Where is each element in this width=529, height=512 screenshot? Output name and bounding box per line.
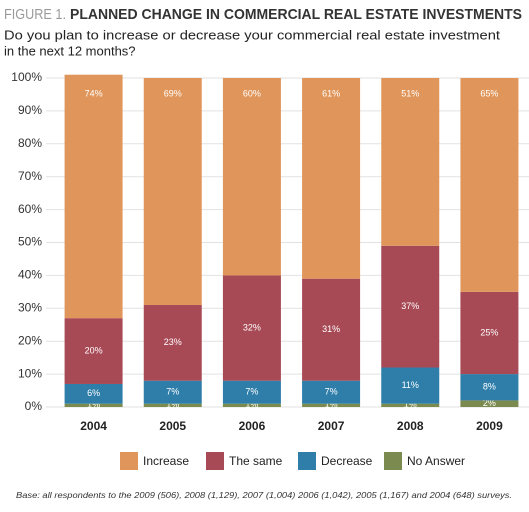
data-label: 1% bbox=[166, 400, 179, 410]
data-label: 1% bbox=[87, 400, 100, 410]
legend-swatch bbox=[298, 452, 316, 470]
y-tick-label: 80% bbox=[18, 136, 42, 150]
x-tick-label: 2004 bbox=[80, 419, 107, 433]
data-label: 69% bbox=[164, 88, 182, 98]
bar-segment bbox=[64, 403, 123, 407]
bar-segment bbox=[64, 318, 123, 384]
bar-segment bbox=[143, 78, 202, 306]
y-tick-label: 60% bbox=[18, 202, 42, 216]
x-tick-label: 2007 bbox=[318, 419, 345, 433]
y-tick-label: 50% bbox=[18, 235, 42, 249]
legend-label: Decrease bbox=[321, 454, 373, 468]
bar-segment bbox=[222, 380, 281, 404]
y-tick-label: 70% bbox=[18, 169, 42, 183]
data-label: 37% bbox=[401, 301, 419, 311]
bar-segment bbox=[302, 78, 361, 279]
x-tick-label: 2005 bbox=[159, 419, 186, 433]
bar-segment bbox=[222, 275, 281, 381]
data-label: 25% bbox=[480, 327, 498, 337]
data-label: 6% bbox=[87, 388, 100, 398]
bar-segment bbox=[222, 403, 281, 407]
data-label: 11% bbox=[402, 380, 419, 390]
legend-label: No Answer bbox=[407, 454, 465, 468]
data-label: 51% bbox=[401, 88, 419, 98]
bar-segment bbox=[381, 245, 440, 368]
bar-segment bbox=[381, 78, 440, 246]
bar-segment bbox=[460, 374, 519, 401]
data-label: 1% bbox=[404, 400, 417, 410]
data-label: 2% bbox=[483, 398, 496, 408]
bar-segment bbox=[302, 278, 361, 381]
data-label: 31% bbox=[322, 324, 340, 334]
bar-segment bbox=[143, 380, 202, 404]
bar-segment bbox=[64, 74, 123, 319]
data-label: 1% bbox=[325, 400, 338, 410]
bar-segment bbox=[302, 403, 361, 407]
y-tick-label: 10% bbox=[18, 366, 42, 380]
x-tick-label: 2006 bbox=[239, 419, 266, 433]
data-label: 32% bbox=[243, 322, 261, 332]
data-label: 65% bbox=[480, 88, 498, 98]
data-label: 7% bbox=[245, 387, 258, 397]
x-tick-label: 2008 bbox=[397, 419, 424, 433]
x-tick-label: 2009 bbox=[476, 419, 503, 433]
data-label: 61% bbox=[322, 88, 340, 98]
y-tick-label: 90% bbox=[18, 103, 42, 117]
y-tick-label: 40% bbox=[18, 268, 42, 282]
bar-segment bbox=[143, 403, 202, 407]
y-tick-label: 20% bbox=[18, 333, 42, 347]
subtitle-line: Do you plan to increase or decrease your… bbox=[4, 27, 500, 42]
figure-label: FIGURE 1. bbox=[4, 6, 66, 23]
subtitle-line: in the next 12 months? bbox=[4, 43, 136, 58]
bar-segment bbox=[460, 291, 519, 375]
y-tick-label: 0% bbox=[25, 399, 43, 413]
bar-segment bbox=[381, 403, 440, 407]
bar-segment bbox=[222, 78, 281, 276]
bar-segment bbox=[460, 400, 519, 407]
bar-segment bbox=[64, 383, 123, 404]
footnote: Base: all respondents to the 2009 (506),… bbox=[16, 491, 512, 500]
data-label: 20% bbox=[85, 345, 103, 355]
bar-segment bbox=[381, 367, 440, 404]
y-tick-label: 30% bbox=[18, 300, 42, 314]
legend-swatch bbox=[384, 452, 402, 470]
data-label: 8% bbox=[483, 382, 496, 392]
bar-segment bbox=[143, 305, 202, 381]
bar-segment bbox=[460, 78, 519, 292]
data-label: 1% bbox=[245, 400, 258, 410]
data-label: 7% bbox=[166, 387, 179, 397]
data-label: 74% bbox=[85, 88, 103, 98]
legend-label: Increase bbox=[143, 454, 189, 468]
data-label: 23% bbox=[164, 337, 182, 347]
bar-segment bbox=[302, 380, 361, 404]
legend-swatch bbox=[120, 452, 138, 470]
y-tick-label: 100% bbox=[11, 70, 42, 84]
legend-label: The same bbox=[229, 454, 283, 468]
data-label: 7% bbox=[325, 387, 338, 397]
legend-swatch bbox=[206, 452, 224, 470]
chart-title: PLANNED CHANGE IN COMMERCIAL REAL ESTATE… bbox=[70, 6, 522, 23]
data-label: 60% bbox=[243, 88, 261, 98]
